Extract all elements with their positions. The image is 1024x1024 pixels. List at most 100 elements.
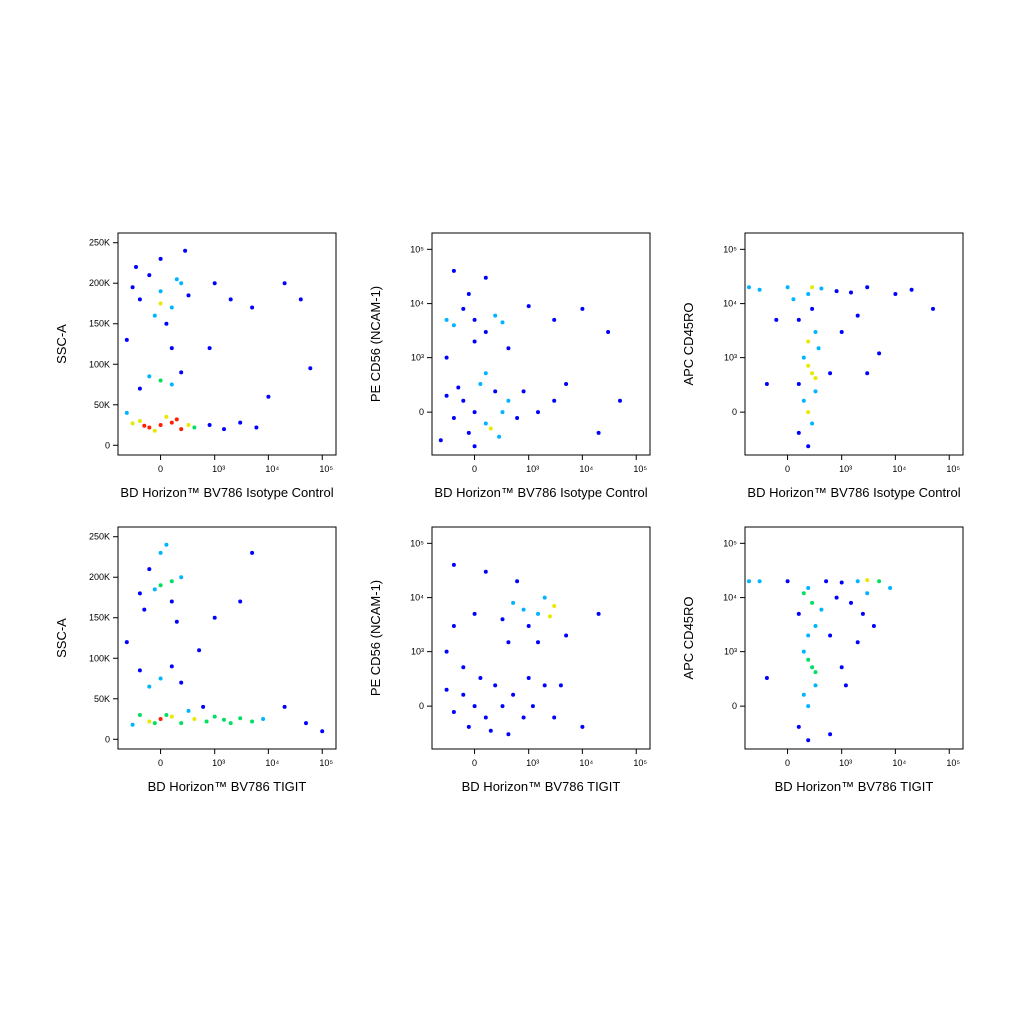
x-tick-label: 10⁴	[265, 464, 279, 474]
event-dot	[806, 586, 811, 590]
event-dot	[137, 419, 142, 423]
event-dot	[801, 355, 806, 360]
y-tick-label: 10⁴	[410, 593, 424, 603]
y-axis-label: PE CD56 (NCAM-1)	[368, 580, 383, 696]
y-tick-label: 50K	[94, 694, 110, 704]
y-tick-label: 100K	[89, 653, 110, 663]
y-tick-label: 10⁴	[723, 593, 737, 603]
event-dot	[444, 687, 449, 692]
event-dot	[810, 421, 815, 426]
event-dot	[222, 717, 226, 722]
event-dot	[179, 427, 184, 432]
event-dot	[152, 587, 157, 592]
x-axis-label: BD Horizon™ BV786 TIGIT	[148, 779, 307, 794]
event-dot	[806, 633, 811, 638]
event-dot	[606, 330, 611, 334]
plot-frame	[117, 526, 337, 750]
event-dot	[169, 382, 174, 387]
event-dot	[158, 550, 163, 555]
event-dot	[596, 430, 601, 435]
event-dot	[158, 676, 163, 681]
event-dot	[164, 713, 169, 717]
y-axis-label: APC CD45RO	[681, 302, 696, 385]
x-tick-label: 10³	[839, 464, 852, 474]
event-dot	[849, 290, 853, 295]
event-dot	[506, 732, 511, 737]
event-dot	[893, 292, 898, 296]
plot-frame	[117, 232, 337, 456]
event-dot	[564, 382, 569, 386]
y-tick-label: 50K	[94, 400, 110, 410]
event-dot	[511, 600, 516, 605]
x-tick-label: 0	[472, 758, 477, 768]
y-tick-label: 10⁵	[723, 244, 737, 254]
x-tick-label: 10³	[212, 464, 225, 474]
event-dot	[493, 313, 498, 318]
event-dot	[580, 306, 585, 311]
event-dot	[466, 292, 471, 296]
event-dot	[444, 649, 449, 654]
x-tick-label: 10³	[212, 758, 225, 768]
x-axis-label: BD Horizon™ BV786 Isotype Control	[434, 485, 647, 500]
event-dot	[500, 617, 505, 622]
event-dot	[152, 721, 157, 726]
event-dot	[757, 579, 762, 584]
event-dot	[169, 346, 174, 351]
y-axis-label: SSC-A	[54, 324, 69, 364]
event-dot	[806, 410, 811, 415]
event-dot	[552, 398, 557, 403]
event-dot	[865, 578, 870, 583]
event-dot	[865, 285, 870, 290]
event-dot	[801, 398, 806, 403]
x-tick-label: 0	[158, 464, 163, 474]
event-dot	[785, 579, 790, 584]
event-dot	[536, 640, 540, 645]
panel: 0 10³ 10⁴ 10⁵ 0 10³ 10⁴ 10⁵ BD Horizon™ BV786 TI…	[368, 526, 651, 794]
event-dot	[451, 562, 456, 567]
event-dot	[207, 346, 212, 351]
event-dot	[158, 423, 163, 427]
event-dot	[254, 425, 259, 430]
event-dot	[500, 704, 505, 709]
event-dot	[810, 306, 815, 311]
y-tick-label: 200K	[89, 572, 110, 582]
event-dot	[796, 611, 801, 616]
event-dot	[909, 287, 914, 292]
event-dot	[179, 370, 184, 375]
event-dot	[461, 665, 466, 670]
y-tick-label: 10⁴	[410, 299, 424, 309]
panel: 0 10³ 10⁴ 10⁵ 0 50K 100K 150K 200K 250K BD Horizon…	[54, 232, 337, 500]
event-dot	[250, 305, 255, 310]
event-dot	[169, 305, 174, 310]
event-dot	[819, 286, 824, 291]
event-dot	[500, 410, 505, 415]
event-dot	[174, 277, 179, 282]
event-dot	[158, 289, 163, 294]
event-dot	[806, 444, 811, 449]
event-dot	[466, 430, 471, 435]
event-dot	[834, 595, 839, 600]
event-dot	[511, 692, 516, 697]
event-dot	[124, 410, 129, 415]
event-dot	[506, 346, 511, 351]
event-dot	[212, 714, 217, 719]
event-dot	[764, 676, 769, 680]
event-dot	[130, 722, 135, 727]
event-dot	[169, 599, 174, 604]
event-dot	[192, 425, 197, 430]
event-dot	[282, 704, 287, 709]
event-dot	[250, 550, 255, 555]
y-tick-label: 10⁵	[410, 538, 424, 548]
event-dot	[530, 704, 535, 709]
event-dot	[813, 670, 818, 675]
event-dot	[483, 569, 488, 574]
event-dot	[500, 320, 505, 325]
x-tick-label: 10⁴	[892, 758, 906, 768]
event-dot	[806, 738, 811, 743]
event-dot	[158, 256, 163, 261]
event-dot	[497, 434, 502, 439]
event-dot	[521, 607, 526, 612]
event-dot	[444, 355, 449, 360]
panel: 0 10³ 10⁴ 10⁵ 0 10³ 10⁴ 10⁵ BD Horizon™ BV786 Is…	[681, 232, 964, 500]
event-dot	[824, 579, 829, 584]
